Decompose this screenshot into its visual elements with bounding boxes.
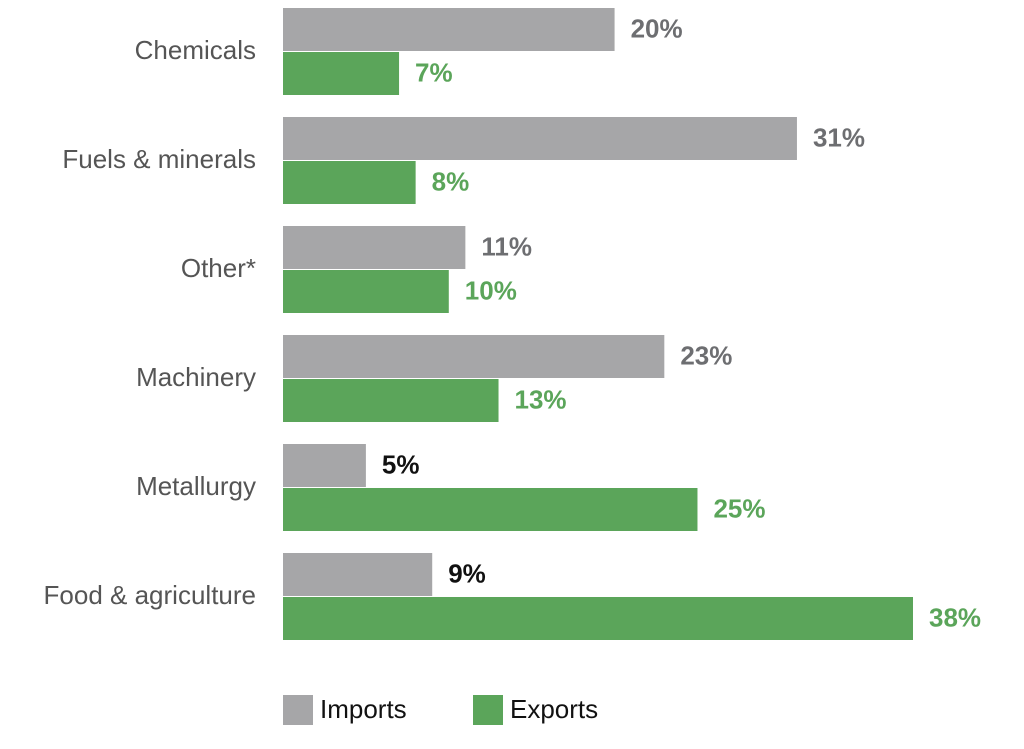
bar (283, 8, 615, 51)
value-label: 9% (448, 558, 486, 588)
category-label: Other* (181, 253, 256, 283)
value-label: 8% (432, 166, 470, 196)
value-label: 10% (465, 275, 517, 305)
value-label: 31% (813, 122, 865, 152)
category-label: Food & agriculture (44, 580, 256, 610)
category-label: Machinery (136, 362, 256, 392)
bar (283, 444, 366, 487)
category-label: Chemicals (135, 35, 256, 65)
bar (283, 270, 449, 313)
bar (283, 117, 797, 160)
legend-swatch (283, 695, 313, 725)
category-label: Metallurgy (136, 471, 256, 501)
bar (283, 335, 665, 378)
value-label: 38% (929, 602, 981, 632)
bar (283, 553, 433, 596)
value-label: 20% (631, 13, 683, 43)
bar (283, 52, 400, 95)
bar (283, 226, 466, 269)
category-label: Fuels & minerals (62, 144, 256, 174)
legend-label: Imports (320, 694, 407, 724)
bar (283, 597, 913, 640)
value-label: 13% (515, 384, 567, 414)
value-label: 11% (481, 231, 532, 261)
bar (283, 161, 416, 204)
value-label: 5% (382, 449, 420, 479)
bar (283, 379, 499, 422)
bar (283, 488, 698, 531)
value-label: 7% (415, 57, 453, 87)
legend-swatch (473, 695, 503, 725)
value-label: 23% (680, 340, 732, 370)
value-label: 25% (713, 493, 765, 523)
legend-label: Exports (510, 694, 598, 724)
